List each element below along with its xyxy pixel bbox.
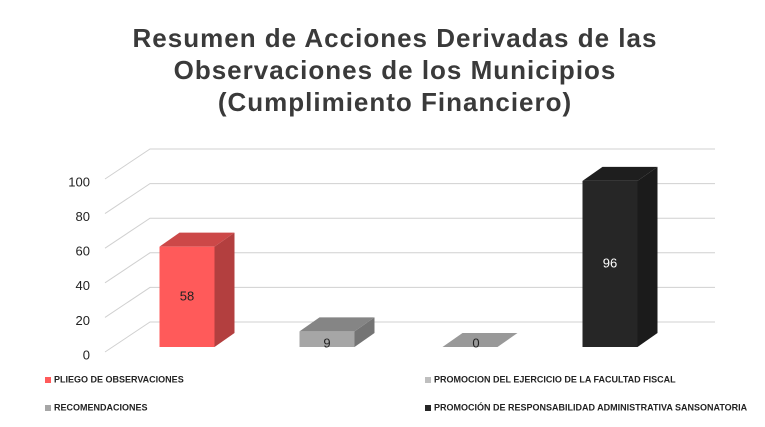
- legend-swatch: [45, 377, 51, 383]
- y-tick-label: 60: [76, 244, 90, 259]
- y-tick-label: 100: [68, 174, 90, 189]
- grid-line: [104, 148, 715, 180]
- bar-side: [637, 166, 658, 347]
- bar: [299, 331, 355, 347]
- y-tick-label: 20: [76, 313, 90, 328]
- grid-line: [104, 286, 715, 318]
- bar-side: [214, 232, 235, 347]
- chart-title: Observaciones de los Municipios: [174, 55, 617, 85]
- bar-top: [582, 166, 658, 181]
- bar-top: [442, 333, 518, 347]
- grid-line: [104, 252, 715, 284]
- legend-label: RECOMENDACIONES: [54, 402, 148, 412]
- legend-swatch: [45, 405, 51, 411]
- legend-swatch: [425, 377, 431, 383]
- value-label: 58: [180, 288, 194, 303]
- y-tick-label: 40: [76, 278, 90, 293]
- bar: [159, 246, 215, 347]
- legend-label: PLIEGO DE OBSERVACIONES: [54, 374, 184, 384]
- chart-title: Resumen de Acciones Derivadas de las: [133, 23, 658, 53]
- value-label: 96: [603, 255, 617, 270]
- y-tick-label: 0: [83, 347, 90, 362]
- y-tick-label: 80: [76, 209, 90, 224]
- bar-top: [299, 317, 375, 332]
- grid-line: [104, 321, 715, 353]
- bar-side: [354, 317, 375, 347]
- legend-label: PROMOCION DEL EJERCICIO DE LA FACULTAD F…: [434, 374, 676, 384]
- grid-line: [104, 217, 715, 249]
- grid-line: [104, 183, 715, 215]
- chart-title: (Cumplimiento Financiero): [218, 87, 572, 117]
- legend-swatch: [425, 405, 431, 411]
- value-label: 0: [472, 335, 479, 350]
- legend-label: PROMOCIÓN DE RESPONSABILIDAD ADMINISTRAT…: [434, 401, 748, 412]
- bar-top: [159, 232, 235, 247]
- value-label: 9: [323, 335, 330, 350]
- bar: [582, 180, 638, 347]
